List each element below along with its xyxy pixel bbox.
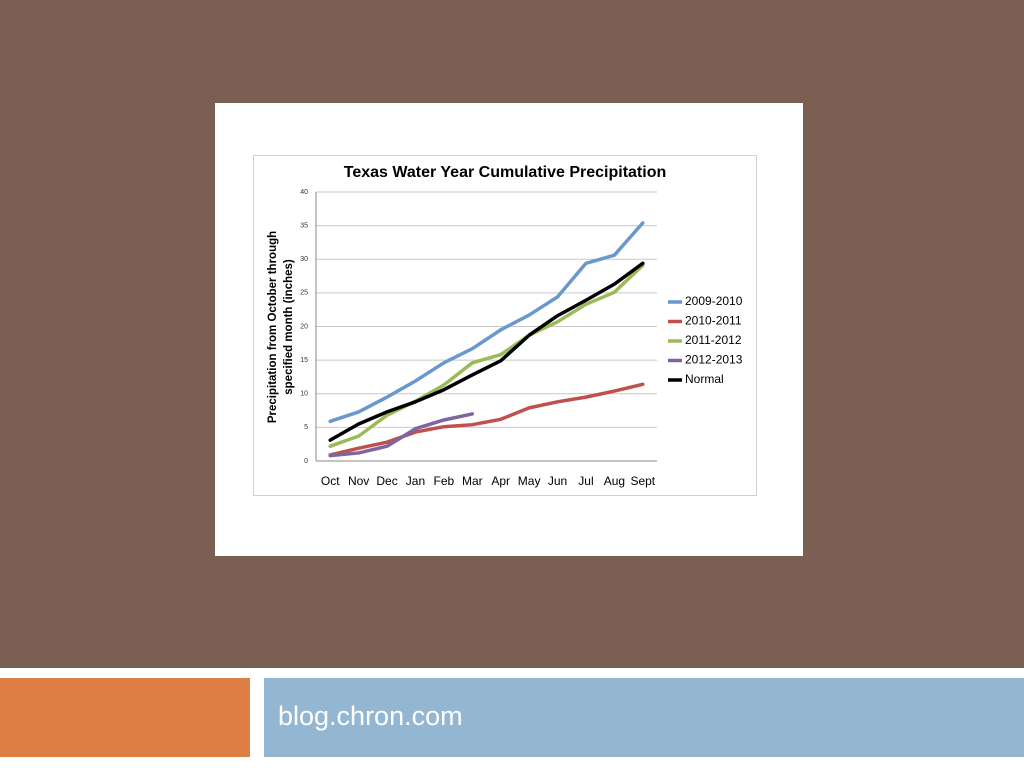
x-tick-label: Nov — [348, 474, 369, 488]
y-tick-label: 35 — [300, 222, 308, 229]
legend-label: 2009-2010 — [685, 294, 743, 308]
x-tick-label: Sept — [630, 474, 655, 488]
y-tick-label: 0 — [304, 458, 308, 465]
y-tick-label: 5 — [304, 424, 308, 431]
x-tick-label: Apr — [491, 474, 510, 488]
series-line — [328, 261, 645, 442]
y-tick-label: 15 — [300, 357, 308, 364]
y-tick-label: 20 — [300, 323, 308, 330]
y-axis-title: Precipitation from October through — [267, 231, 279, 423]
footer-accent — [0, 678, 250, 757]
series-line — [328, 263, 645, 448]
y-tick-label: 40 — [300, 189, 308, 196]
chart-title: Texas Water Year Cumulative Precipitatio… — [344, 164, 667, 181]
x-tick-label: Oct — [321, 474, 340, 488]
legend-label: Normal — [685, 372, 724, 386]
legend-label: 2010-2011 — [685, 314, 742, 328]
x-tick-label: Dec — [376, 474, 397, 488]
footer-bar — [264, 678, 1024, 757]
x-tick-label: Mar — [462, 474, 483, 488]
x-tick-label: Jan — [406, 474, 425, 488]
y-tick-label: 25 — [300, 290, 308, 297]
x-tick-label: May — [518, 474, 541, 488]
legend-label: 2012-2013 — [685, 353, 743, 367]
x-tick-label: Aug — [604, 474, 625, 488]
x-tick-label: Feb — [434, 474, 455, 488]
y-tick-label: 10 — [300, 391, 308, 398]
legend-label: 2011-2012 — [685, 333, 742, 347]
chart-frame — [253, 155, 757, 496]
series-line — [328, 221, 645, 424]
series-line — [328, 382, 645, 457]
y-axis-title: specified month (inches) — [283, 259, 295, 395]
x-tick-label: Jun — [548, 474, 567, 488]
y-tick-label: 30 — [300, 256, 308, 263]
footer-text: blog.chron.com — [278, 701, 463, 731]
series-line — [328, 412, 475, 458]
x-tick-label: Jul — [578, 474, 593, 488]
